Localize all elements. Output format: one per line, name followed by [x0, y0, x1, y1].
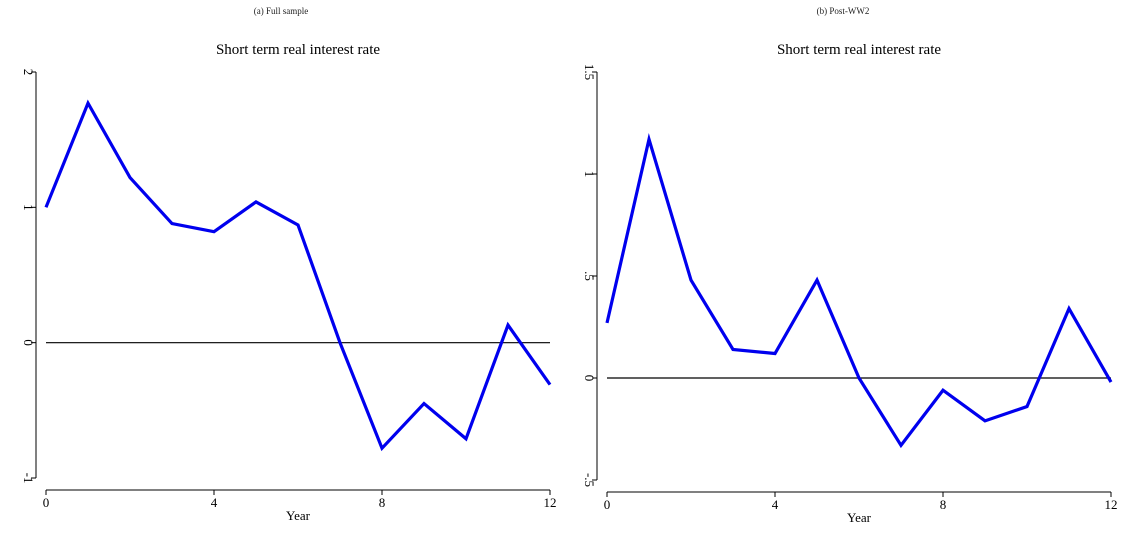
data-point — [129, 176, 132, 179]
series-line — [605, 133, 1113, 449]
data-point — [1110, 381, 1113, 384]
data-point — [339, 341, 342, 344]
data-point — [984, 419, 987, 422]
data-point — [45, 206, 48, 209]
chart-title: Short term real interest rate — [777, 42, 941, 58]
x-tick-label: 4 — [772, 497, 779, 512]
data-point — [1068, 307, 1071, 310]
data-point — [858, 377, 861, 380]
chart-title: Short term real interest rate — [216, 42, 380, 58]
data-point — [297, 223, 300, 226]
data-point — [1026, 405, 1029, 408]
data-point — [606, 321, 609, 324]
data-point — [171, 222, 174, 225]
chart-panel-full-sample: (a) Full sample Short term real interest… — [21, 6, 557, 523]
data-point — [900, 444, 903, 447]
y-tick-label: 1.5 — [582, 64, 597, 80]
y-tick-label: 0 — [582, 375, 597, 382]
data-point — [423, 402, 426, 405]
y-tick-label: 0 — [21, 339, 36, 346]
data-point — [213, 230, 216, 233]
x-tick-label: 8 — [379, 495, 386, 510]
data-point — [549, 383, 552, 386]
data-point — [648, 138, 651, 141]
x-tick-label: 12 — [544, 495, 557, 510]
data-point — [465, 437, 468, 440]
data-point — [87, 102, 90, 105]
data-point — [774, 352, 777, 355]
y-tick-label: 1 — [582, 171, 597, 178]
x-tick-label: 0 — [43, 495, 50, 510]
chart-caption: (b) Post-WW2 — [816, 6, 870, 16]
series-line — [44, 99, 552, 452]
data-point — [816, 279, 819, 282]
x-tick-label: 0 — [604, 497, 611, 512]
data-point — [381, 447, 384, 450]
x-axis-label: Year — [847, 510, 872, 525]
y-tick-label: -1 — [21, 473, 36, 484]
data-point — [942, 389, 945, 392]
y-tick-label: .5 — [582, 271, 597, 281]
y-tick-label: 2 — [21, 69, 36, 76]
x-tick-label: 8 — [940, 497, 947, 512]
data-point — [507, 324, 510, 327]
x-tick-label: 4 — [211, 495, 218, 510]
data-point — [255, 200, 258, 203]
line-chart-post-ww2: Short term real interest rate -.5 0 .5 1 1.5 0… — [582, 42, 1118, 525]
y-tick-label: 1 — [21, 204, 36, 211]
y-tick-label: -.5 — [582, 473, 597, 487]
data-point — [690, 279, 693, 282]
chart-panel-post-ww2: (b) Post-WW2 Short term real interest ra… — [562, 0, 1124, 535]
x-tick-label: 12 — [1105, 497, 1118, 512]
data-point — [732, 348, 735, 351]
x-axis-label: Year — [286, 508, 311, 523]
chart-caption: (a) Full sample — [253, 6, 309, 16]
